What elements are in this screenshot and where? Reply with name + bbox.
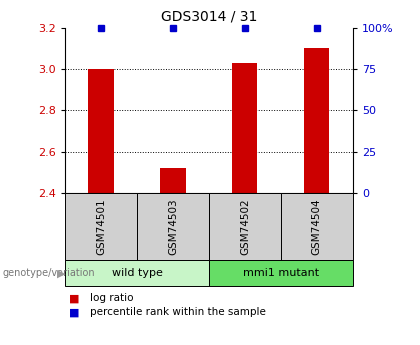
Title: GDS3014 / 31: GDS3014 / 31	[161, 10, 257, 24]
Text: wild type: wild type	[112, 268, 163, 278]
Bar	[232, 63, 257, 193]
Text: ■: ■	[69, 294, 80, 303]
Text: GSM74503: GSM74503	[168, 198, 178, 255]
Text: genotype/variation: genotype/variation	[2, 268, 95, 278]
Bar	[89, 69, 114, 193]
Text: ■: ■	[69, 307, 80, 317]
Text: log ratio: log ratio	[90, 294, 134, 303]
Text: ▶: ▶	[57, 268, 65, 278]
Text: GSM74501: GSM74501	[96, 198, 106, 255]
Text: percentile rank within the sample: percentile rank within the sample	[90, 307, 266, 317]
Bar	[160, 168, 186, 193]
Text: GSM74504: GSM74504	[312, 198, 322, 255]
Bar	[304, 48, 329, 193]
Text: mmi1 mutant: mmi1 mutant	[243, 268, 319, 278]
Text: GSM74502: GSM74502	[240, 198, 250, 255]
